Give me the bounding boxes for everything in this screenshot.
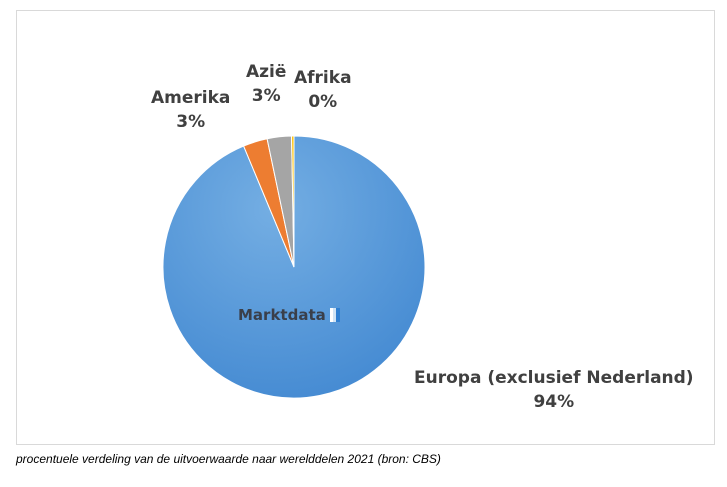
watermark-text: Marktdata — [238, 306, 326, 324]
label-europa-value: 94% — [533, 392, 575, 412]
figure-caption: procentuele verdeling van de uitvoerwaar… — [16, 452, 441, 466]
label-europa: Europa (exclusief Nederland) 94% — [414, 366, 694, 414]
label-afrika-value: 0% — [308, 92, 338, 112]
label-afrika: Afrika 0% — [294, 66, 352, 114]
label-afrika-name: Afrika — [294, 68, 352, 88]
label-amerika-name: Amerika — [151, 88, 231, 108]
label-azie-value: 3% — [251, 86, 281, 106]
label-amerika: Amerika 3% — [151, 86, 230, 134]
slice-afrika — [291, 135, 295, 268]
marktdata-watermark: Marktdata — [238, 306, 340, 324]
label-amerika-value: 3% — [176, 112, 206, 132]
label-azie: Azië 3% — [246, 60, 286, 108]
watermark-logo-icon — [329, 308, 340, 322]
label-azie-name: Azië — [246, 62, 287, 82]
label-europa-name: Europa (exclusief Nederland) — [414, 368, 694, 388]
